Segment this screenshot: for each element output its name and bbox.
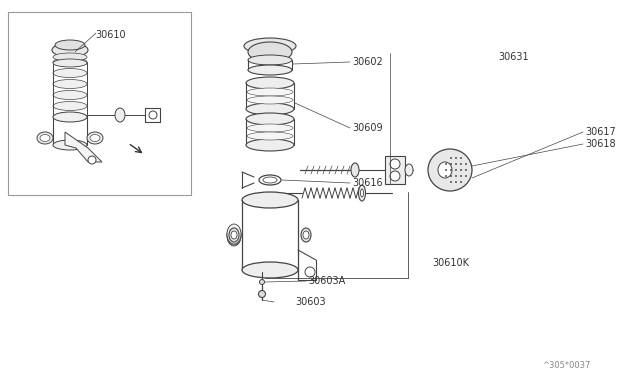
Ellipse shape [351, 163, 359, 177]
Circle shape [460, 175, 462, 177]
Circle shape [450, 157, 452, 159]
Circle shape [465, 163, 467, 165]
Text: 30616: 30616 [352, 178, 383, 188]
Circle shape [305, 267, 315, 277]
Ellipse shape [246, 139, 294, 151]
Ellipse shape [438, 162, 452, 178]
Ellipse shape [246, 113, 294, 125]
Ellipse shape [231, 231, 237, 239]
Circle shape [465, 169, 467, 171]
Text: 30602: 30602 [352, 57, 383, 67]
Circle shape [465, 175, 467, 177]
Ellipse shape [53, 112, 87, 122]
Circle shape [450, 181, 452, 183]
Ellipse shape [229, 228, 239, 242]
Ellipse shape [244, 38, 296, 54]
Circle shape [445, 163, 447, 165]
Ellipse shape [53, 102, 87, 110]
Ellipse shape [55, 40, 85, 50]
Ellipse shape [242, 262, 298, 278]
Ellipse shape [115, 108, 125, 122]
Ellipse shape [53, 80, 87, 89]
Ellipse shape [301, 228, 311, 242]
Circle shape [88, 156, 96, 164]
Circle shape [460, 157, 462, 159]
Ellipse shape [227, 225, 241, 245]
Circle shape [450, 163, 452, 165]
Circle shape [149, 111, 157, 119]
Ellipse shape [53, 68, 87, 77]
Ellipse shape [259, 291, 266, 298]
Circle shape [455, 169, 457, 171]
Ellipse shape [53, 140, 87, 150]
Circle shape [455, 175, 457, 177]
Text: 30617: 30617 [585, 127, 616, 137]
Ellipse shape [53, 90, 87, 99]
Text: 30609: 30609 [352, 123, 383, 133]
Ellipse shape [90, 135, 100, 141]
Ellipse shape [247, 96, 293, 104]
Ellipse shape [242, 192, 298, 208]
Ellipse shape [259, 279, 264, 285]
Circle shape [450, 175, 452, 177]
Text: 30603A: 30603A [308, 276, 345, 286]
Ellipse shape [247, 88, 293, 96]
Text: 30603: 30603 [295, 297, 326, 307]
Ellipse shape [247, 132, 293, 140]
Ellipse shape [246, 77, 294, 89]
Ellipse shape [53, 58, 87, 67]
Circle shape [455, 163, 457, 165]
Bar [8, 12, 191, 195]
Ellipse shape [303, 231, 309, 239]
Ellipse shape [53, 53, 87, 61]
Ellipse shape [52, 43, 88, 57]
Ellipse shape [248, 55, 292, 65]
Bar [385, 156, 405, 184]
Ellipse shape [246, 103, 294, 115]
Circle shape [460, 163, 462, 165]
Ellipse shape [37, 132, 53, 144]
Text: 30610K: 30610K [432, 258, 469, 268]
Circle shape [455, 157, 457, 159]
Text: ^305*0037: ^305*0037 [541, 360, 590, 369]
Ellipse shape [248, 65, 292, 75]
Text: 30618: 30618 [585, 139, 616, 149]
Text: 30610: 30610 [95, 30, 125, 40]
Ellipse shape [87, 132, 103, 144]
Circle shape [445, 169, 447, 171]
Ellipse shape [428, 149, 472, 191]
Circle shape [450, 169, 452, 171]
Ellipse shape [405, 164, 413, 176]
Ellipse shape [360, 189, 364, 197]
Ellipse shape [248, 42, 292, 62]
Circle shape [390, 171, 400, 181]
Circle shape [390, 159, 400, 169]
Ellipse shape [247, 124, 293, 132]
Ellipse shape [40, 135, 50, 141]
Circle shape [460, 181, 462, 183]
Circle shape [445, 175, 447, 177]
Ellipse shape [358, 185, 365, 201]
Ellipse shape [53, 112, 87, 122]
Circle shape [460, 169, 462, 171]
Ellipse shape [53, 59, 87, 67]
Ellipse shape [227, 226, 241, 246]
Ellipse shape [227, 224, 241, 244]
Circle shape [455, 181, 457, 183]
Polygon shape [65, 132, 102, 162]
Text: 30631: 30631 [498, 52, 529, 62]
